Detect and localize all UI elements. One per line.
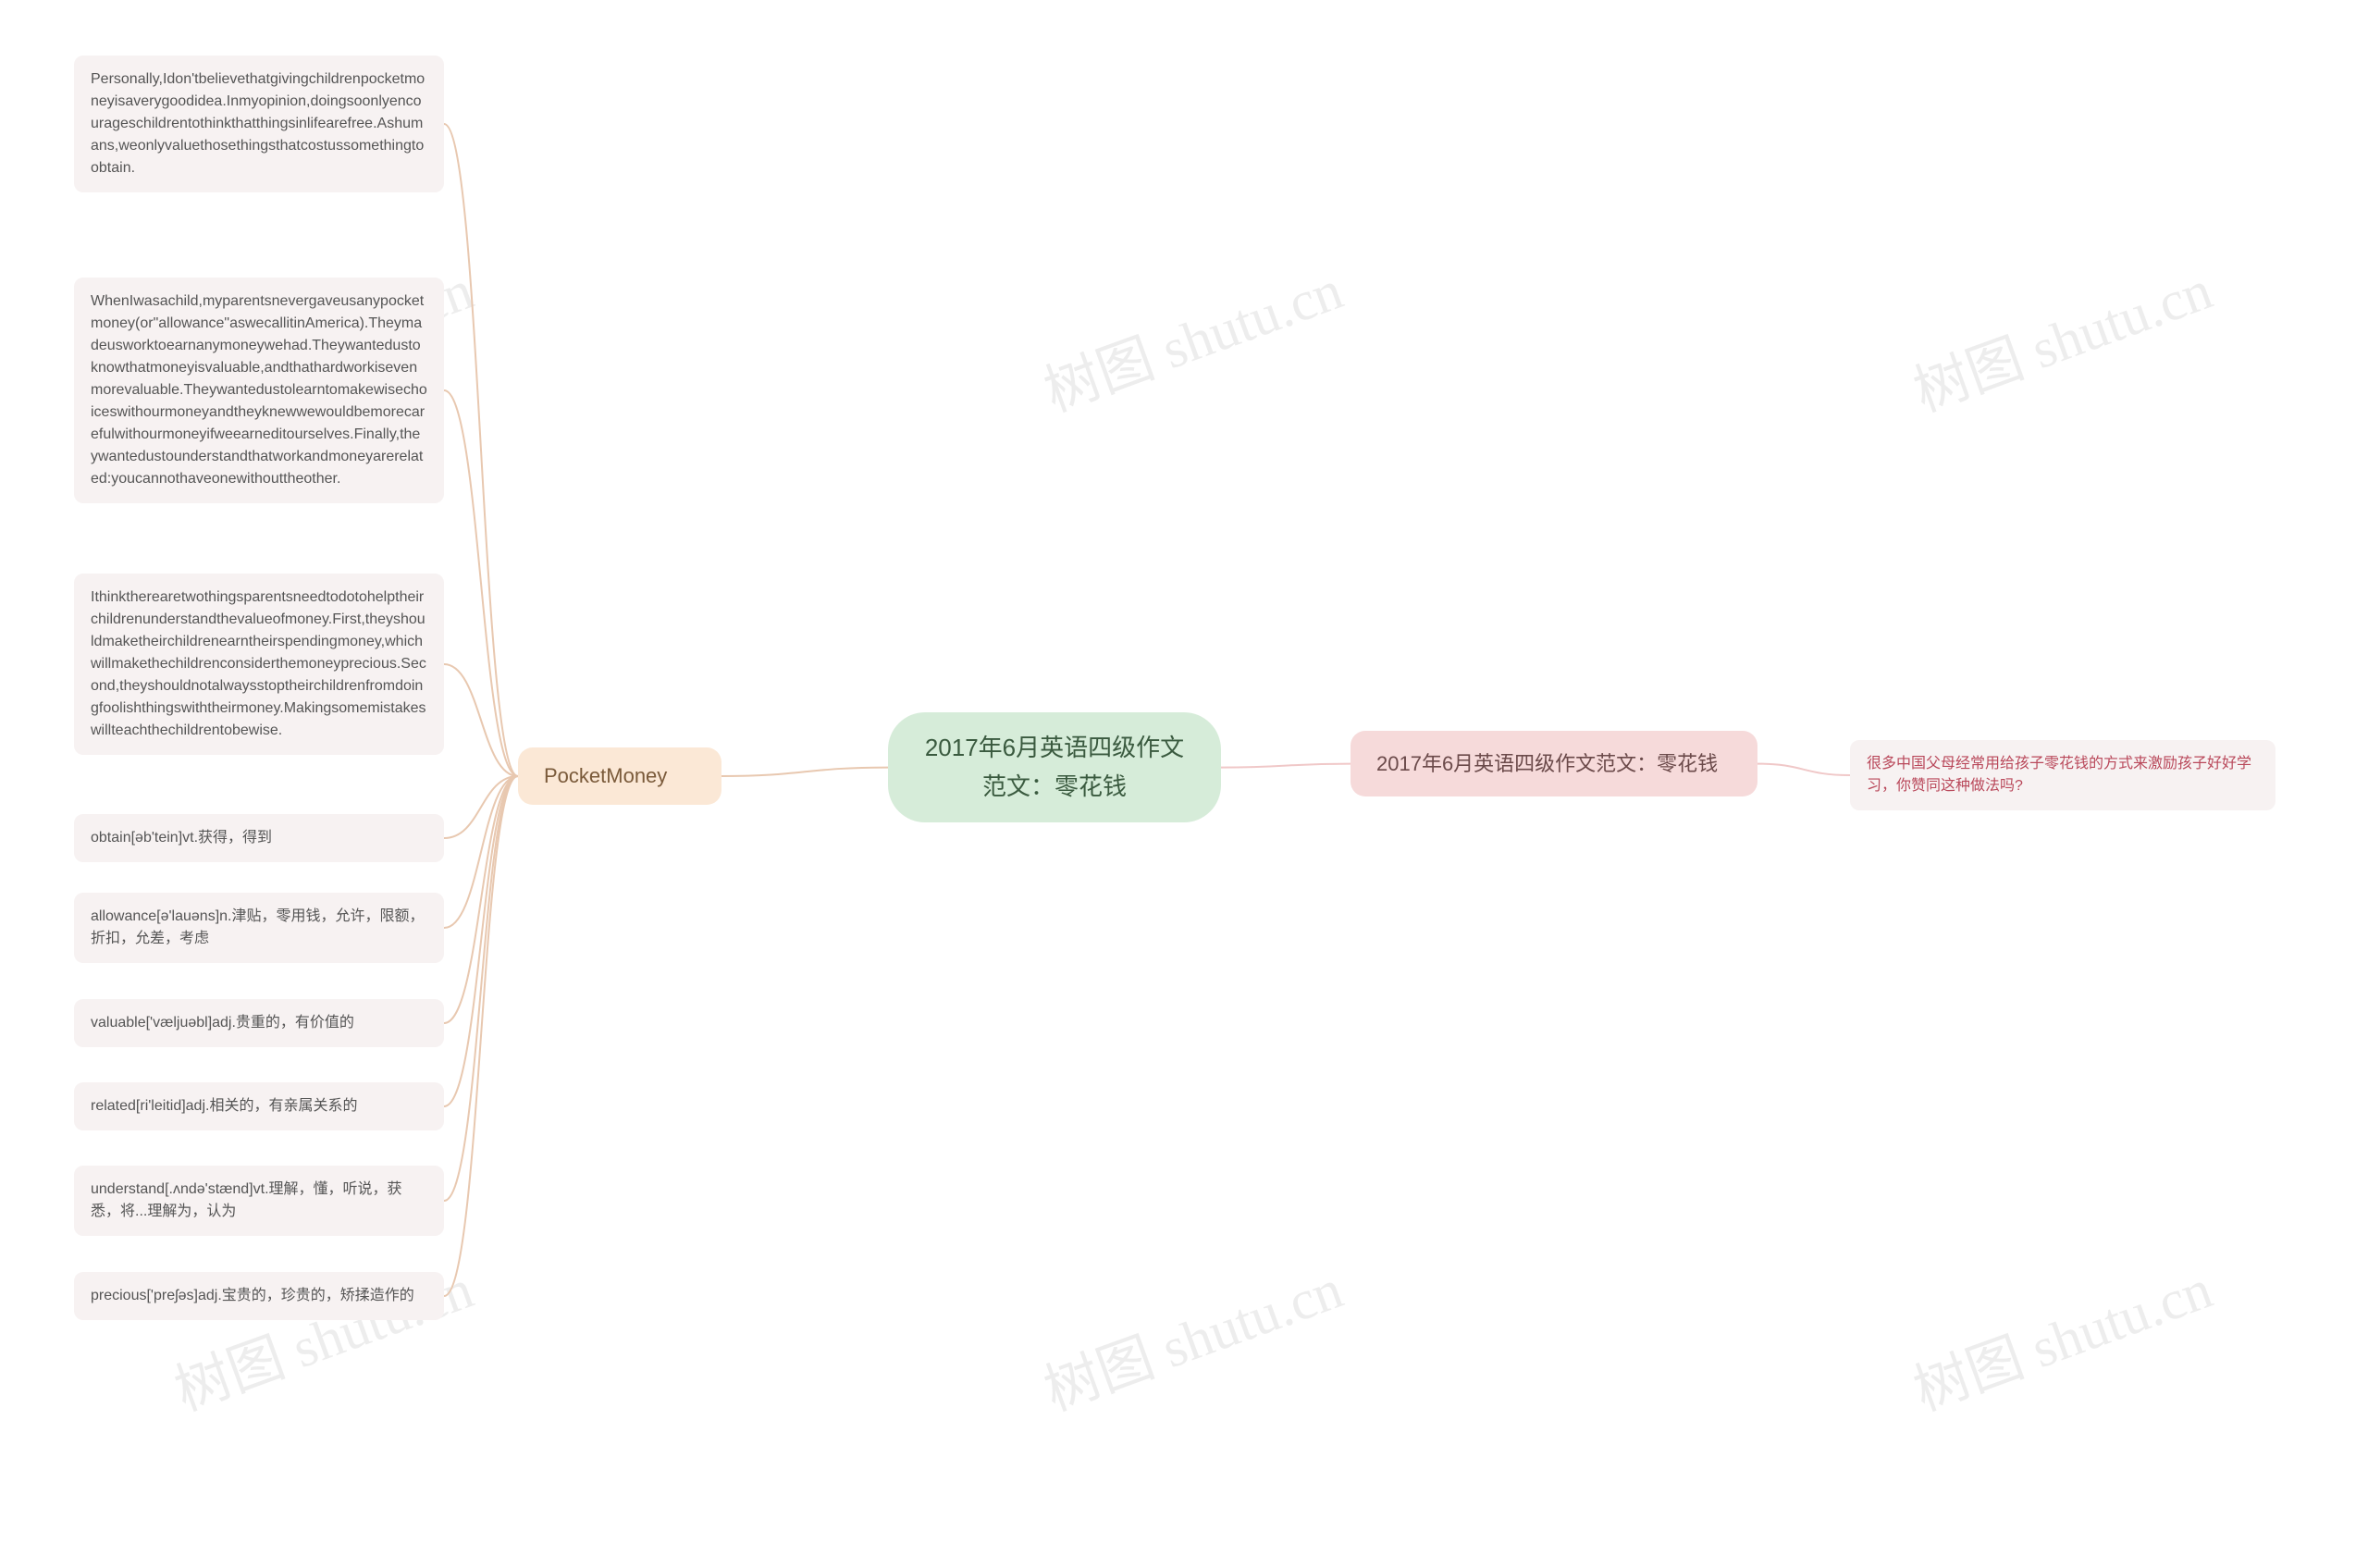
left-branch-node: PocketMoney — [518, 747, 722, 805]
left-leaf: WhenIwasachild,myparentsnevergaveusanypo… — [74, 278, 444, 503]
center-node: 2017年6月英语四级作文范文：零花钱 — [888, 712, 1221, 822]
left-leaf: obtain[əb'tein]vt.获得，得到 — [74, 814, 444, 862]
left-leaf: Ithinktherearetwothingsparentsneedtodoto… — [74, 574, 444, 755]
left-branch-label: PocketMoney — [544, 764, 667, 788]
watermark: 树图 shutu.cn — [1031, 1244, 1351, 1426]
right-leaf: 很多中国父母经常用给孩子零花钱的方式来激励孩子好好学习，你赞同这种做法吗? — [1850, 740, 2276, 810]
left-leaf: understand[.ʌndə'stænd]vt.理解，懂，听说，获悉，将..… — [74, 1166, 444, 1236]
left-leaf: precious['preʃəs]adj.宝贵的，珍贵的，矫揉造作的 — [74, 1272, 444, 1320]
watermark: 树图 shutu.cn — [1901, 245, 2221, 427]
right-branch-label: 2017年6月英语四级作文范文：零花钱 — [1376, 747, 1718, 780]
left-leaf: allowance[ə'lauəns]n.津贴，零用钱，允许，限额，折扣，允差，… — [74, 893, 444, 963]
right-leaf-text: 很多中国父母经常用给孩子零花钱的方式来激励孩子好好学习，你赞同这种做法吗? — [1867, 756, 2251, 794]
left-leaf: valuable['væljuəbl]adj.贵重的，有价值的 — [74, 999, 444, 1047]
left-leaf: related[ri'leitid]adj.相关的，有亲属关系的 — [74, 1082, 444, 1130]
center-title: 2017年6月英语四级作文范文：零花钱 — [914, 729, 1195, 806]
watermark: 树图 shutu.cn — [1031, 245, 1351, 427]
watermark: 树图 shutu.cn — [1901, 1244, 2221, 1426]
right-branch-node: 2017年6月英语四级作文范文：零花钱 — [1350, 731, 1758, 796]
left-leaf: Personally,Idon'tbelievethatgivingchildr… — [74, 56, 444, 192]
